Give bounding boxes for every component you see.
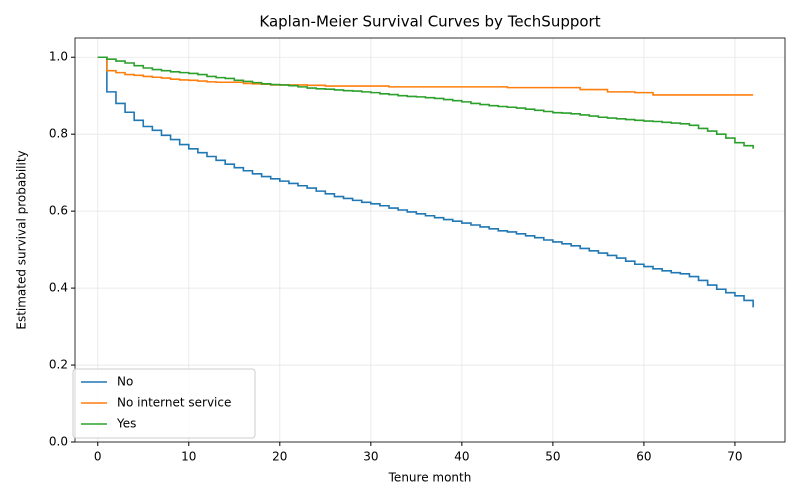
y-tick-label: 0.0 [49,435,68,449]
x-tick-label: 0 [94,450,102,464]
y-axis-label: Estimated survival probability [15,150,29,329]
legend-box [72,368,256,439]
y-tick-label: 0.8 [49,127,68,141]
y-tick-label: 0.4 [49,281,68,295]
legend-label: No internet service [117,396,231,410]
x-tick-label: 60 [636,450,651,464]
x-tick-label: 30 [363,450,378,464]
chart-title: Kaplan-Meier Survival Curves by TechSupp… [259,13,600,31]
series-line [97,56,754,149]
x-axis-label: Tenure month [388,471,472,485]
x-tick-label: 10 [181,450,196,464]
y-tick-label: 1.0 [49,50,68,64]
legend: No No internet service Yes [72,368,256,439]
plot-frame [74,37,786,443]
x-tick-label: 40 [454,450,469,464]
legend-label: Yes [116,417,136,431]
x-tick-label: 20 [272,450,287,464]
y-tick-label: 0.6 [49,204,68,218]
y-tick-label: 0.2 [49,358,68,372]
series-line [97,56,754,96]
series-line [97,56,754,308]
x-tick-label: 70 [727,450,742,464]
x-tick-label: 50 [545,450,560,464]
legend-label: No [117,375,133,389]
